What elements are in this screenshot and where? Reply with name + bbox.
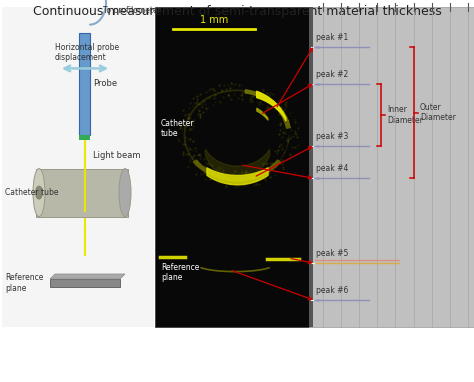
Text: Light beam: Light beam <box>93 151 140 160</box>
Bar <box>50 279 120 287</box>
Bar <box>155 7 309 327</box>
Text: Horizontal probe
displacement: Horizontal probe displacement <box>55 43 119 62</box>
Bar <box>36 168 128 217</box>
Text: peak #6: peak #6 <box>316 286 348 295</box>
Text: Catheter
tube: Catheter tube <box>161 119 195 138</box>
Ellipse shape <box>119 168 131 217</box>
Text: To profilometer: To profilometer <box>103 6 161 15</box>
Text: Catheter tube: Catheter tube <box>5 188 58 197</box>
Text: Inner
Diameter: Inner Diameter <box>387 105 423 125</box>
Text: peak #4: peak #4 <box>316 164 348 173</box>
Text: peak #1: peak #1 <box>316 33 348 42</box>
Text: peak #2: peak #2 <box>316 70 348 79</box>
Bar <box>309 7 474 327</box>
Text: Probe: Probe <box>93 79 117 88</box>
Bar <box>80 135 91 140</box>
Text: 1 mm: 1 mm <box>200 15 228 25</box>
Text: peak #5: peak #5 <box>316 249 348 258</box>
Text: Outer
Diameter: Outer Diameter <box>420 103 456 122</box>
Text: peak #3: peak #3 <box>316 132 348 141</box>
Bar <box>2 7 154 327</box>
Text: Continuous measurement of semi-transparent material thickness: Continuous measurement of semi-transpare… <box>33 5 441 18</box>
Ellipse shape <box>36 186 43 199</box>
Ellipse shape <box>33 168 45 217</box>
Bar <box>309 7 313 327</box>
Bar <box>80 32 91 135</box>
Text: Reference
plane: Reference plane <box>5 273 44 293</box>
Polygon shape <box>50 274 125 279</box>
Text: Reference
plane: Reference plane <box>161 263 200 282</box>
